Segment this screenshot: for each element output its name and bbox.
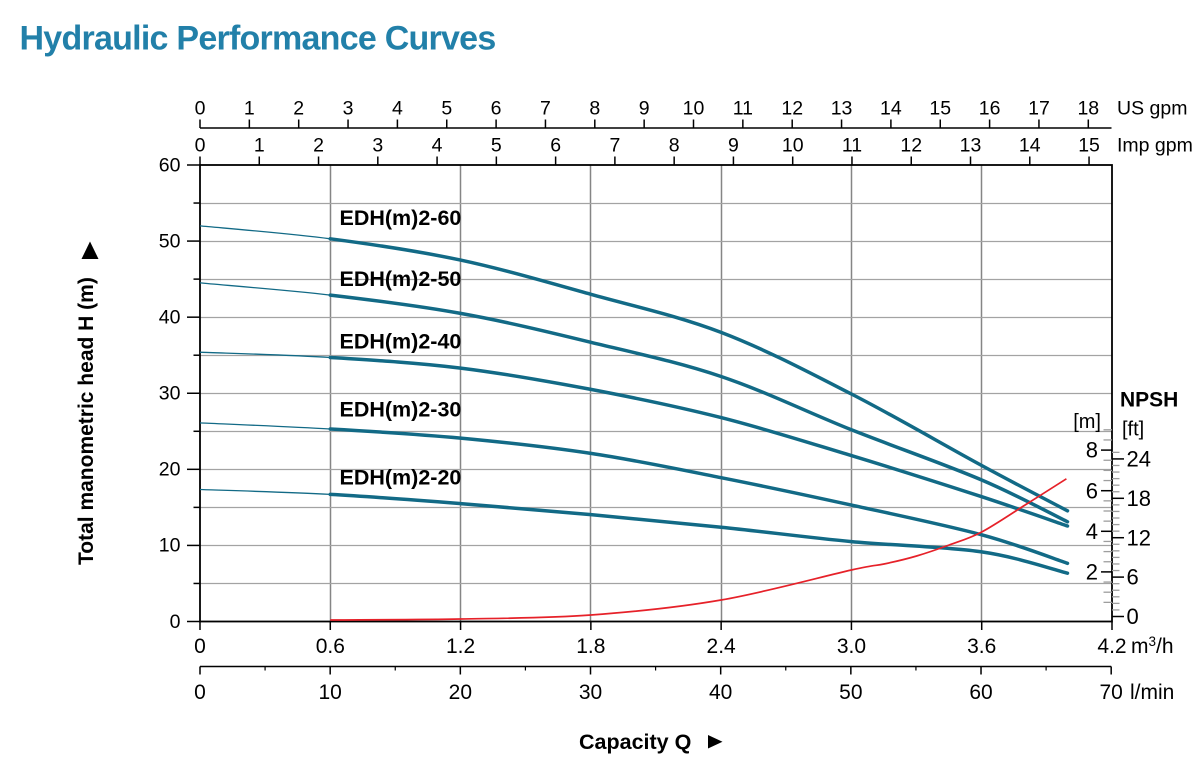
svg-text:9: 9 <box>639 98 650 120</box>
svg-text:0.6: 0.6 <box>316 635 345 658</box>
svg-text:40: 40 <box>709 681 732 704</box>
svg-text:10: 10 <box>318 681 341 704</box>
svg-text:1.2: 1.2 <box>446 635 475 658</box>
svg-text:18: 18 <box>1127 486 1151 511</box>
svg-text:0: 0 <box>1127 604 1139 629</box>
svg-text:4.2: 4.2 <box>1097 635 1126 658</box>
svg-text:8: 8 <box>589 98 600 120</box>
svg-text:50: 50 <box>159 230 181 252</box>
svg-text:4: 4 <box>432 135 443 157</box>
svg-text:30: 30 <box>159 383 181 405</box>
svg-text:EDH(m)2-60: EDH(m)2-60 <box>340 206 462 230</box>
svg-text:3: 3 <box>343 98 354 120</box>
svg-text:[ft]: [ft] <box>1122 419 1144 441</box>
svg-text:2: 2 <box>293 98 304 120</box>
svg-text:4: 4 <box>392 98 403 120</box>
svg-text:9: 9 <box>728 135 739 157</box>
svg-text:12: 12 <box>900 135 922 157</box>
svg-text:0: 0 <box>194 635 206 658</box>
svg-text:60: 60 <box>969 681 992 704</box>
svg-text:7: 7 <box>609 135 620 157</box>
svg-text:12: 12 <box>1127 525 1151 550</box>
svg-text:16: 16 <box>979 98 1001 120</box>
svg-text:15: 15 <box>1078 135 1100 157</box>
svg-text:14: 14 <box>880 98 902 120</box>
svg-text:3.0: 3.0 <box>837 635 866 658</box>
svg-text:6: 6 <box>1127 565 1139 590</box>
svg-text:6: 6 <box>550 135 561 157</box>
svg-text:4: 4 <box>1086 519 1098 544</box>
svg-text:6: 6 <box>1086 478 1098 503</box>
svg-text:70: 70 <box>1100 681 1123 704</box>
svg-text:24: 24 <box>1127 447 1151 472</box>
svg-text:6: 6 <box>491 98 502 120</box>
svg-text:13: 13 <box>831 98 853 120</box>
svg-text:10: 10 <box>782 135 804 157</box>
svg-text:17: 17 <box>1028 98 1050 120</box>
svg-text:5: 5 <box>441 98 452 120</box>
svg-text:11: 11 <box>733 98 753 120</box>
svg-text:20: 20 <box>159 459 181 481</box>
svg-text:[m]: [m] <box>1073 411 1101 433</box>
svg-text:5: 5 <box>491 135 502 157</box>
svg-text:40: 40 <box>159 307 181 329</box>
svg-text:2: 2 <box>313 135 324 157</box>
svg-text:0: 0 <box>195 98 206 120</box>
svg-text:14: 14 <box>1019 135 1041 157</box>
svg-text:0: 0 <box>194 681 206 704</box>
svg-text:Total manometric head H (m): Total manometric head H (m) <box>75 277 98 565</box>
svg-text:EDH(m)2-40: EDH(m)2-40 <box>340 330 462 354</box>
svg-text:1: 1 <box>244 98 255 120</box>
svg-text:60: 60 <box>159 154 181 176</box>
svg-text:10: 10 <box>159 535 181 557</box>
svg-text:0: 0 <box>170 611 181 633</box>
svg-text:EDH(m)2-30: EDH(m)2-30 <box>340 398 462 422</box>
svg-text:30: 30 <box>579 681 602 704</box>
svg-text:2.4: 2.4 <box>707 635 737 658</box>
svg-text:50: 50 <box>839 681 862 704</box>
svg-text:l/min: l/min <box>1130 681 1174 704</box>
svg-text:8: 8 <box>669 135 680 157</box>
svg-text:12: 12 <box>781 98 803 120</box>
svg-text:1: 1 <box>254 135 265 157</box>
svg-text:EDH(m)2-20: EDH(m)2-20 <box>340 466 462 490</box>
svg-text:18: 18 <box>1077 98 1099 120</box>
svg-text:7: 7 <box>540 98 551 120</box>
svg-text:Capacity Q: Capacity Q <box>579 730 691 754</box>
svg-text:1.8: 1.8 <box>576 635 605 658</box>
svg-text:US gpm: US gpm <box>1117 98 1187 120</box>
svg-text:m3/h: m3/h <box>1131 634 1174 658</box>
svg-text:10: 10 <box>683 98 705 120</box>
svg-text:3.6: 3.6 <box>967 635 996 658</box>
svg-text:EDH(m)2-50: EDH(m)2-50 <box>340 267 462 291</box>
svg-text:20: 20 <box>449 681 472 704</box>
svg-text:NPSH: NPSH <box>1120 389 1178 412</box>
svg-text:Imp gpm: Imp gpm <box>1117 135 1193 157</box>
svg-text:8: 8 <box>1086 438 1098 463</box>
svg-text:Hydraulic Performance Curves: Hydraulic Performance Curves <box>20 20 496 58</box>
svg-text:2: 2 <box>1086 560 1098 585</box>
svg-text:15: 15 <box>929 98 951 120</box>
svg-text:11: 11 <box>842 135 862 157</box>
svg-text:0: 0 <box>195 135 206 157</box>
svg-text:13: 13 <box>960 135 982 157</box>
svg-text:3: 3 <box>372 135 383 157</box>
